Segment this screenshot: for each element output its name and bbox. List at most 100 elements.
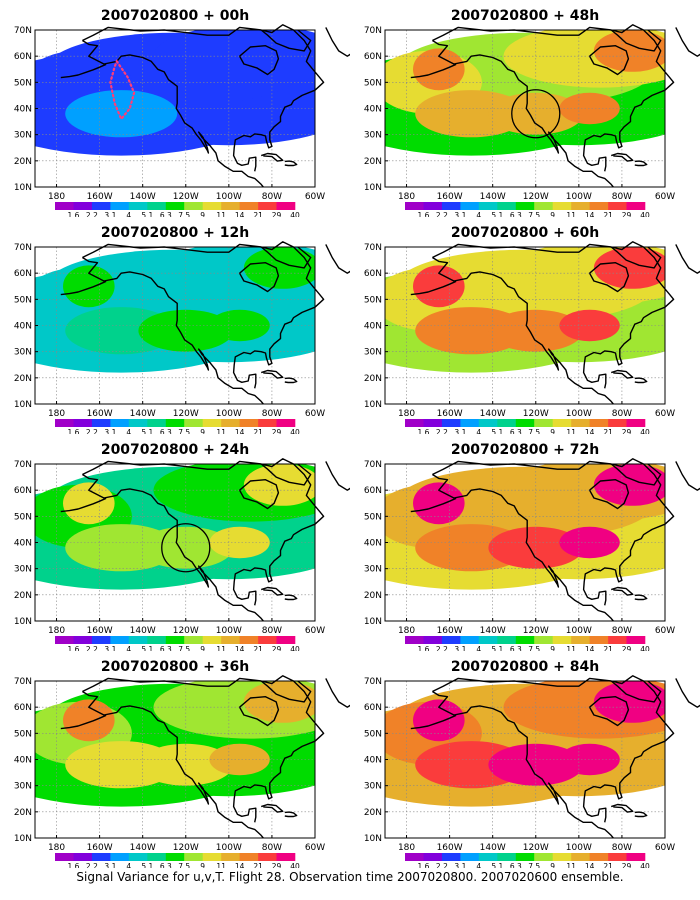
colorbar-swatch: [221, 636, 240, 644]
colorbar-swatch: [165, 853, 185, 861]
colorbar-label: 14: [235, 862, 245, 868]
lon-tick-label: 80W: [612, 843, 632, 853]
colorbar-label: 3.1: [104, 211, 116, 217]
variance-contour: [559, 743, 620, 776]
colorbar-swatch: [91, 419, 111, 427]
lat-tick-label: 40N: [364, 539, 382, 549]
colorbar-label: 11: [216, 211, 226, 217]
map-plot: 10N 20N 30N 40N 50N 60N 70N 180 160W 140W 120W 100W…: [14, 24, 350, 217]
lon-tick-label: 60W: [655, 192, 675, 202]
colorbar-label: 6.3: [510, 211, 522, 217]
colorbar-swatch: [626, 636, 646, 644]
colorbar-swatch: [478, 853, 498, 861]
colorbar-swatch: [608, 636, 627, 644]
colorbar-swatch: [571, 853, 590, 861]
colorbar-swatch: [405, 419, 424, 427]
colorbar-label: 5.1: [491, 862, 503, 868]
lon-tick-label: 120W: [173, 626, 199, 636]
coastline-segment: [610, 152, 634, 162]
colorbar-swatch: [478, 202, 498, 210]
colorbar-swatch: [405, 202, 424, 210]
coastline-segment: [588, 45, 630, 76]
variance-contour: [138, 309, 234, 352]
lat-tick-label: 40N: [14, 322, 32, 332]
colorbar-label: 9: [550, 211, 555, 217]
colorbar-swatch: [55, 853, 74, 861]
colorbar-swatch: [202, 419, 222, 427]
colorbar-label: 5.1: [491, 428, 503, 434]
colorbar-swatch: [534, 419, 553, 427]
colorbar-label: 40: [640, 645, 650, 651]
colorbar-label: 1.6: [68, 862, 80, 868]
variance-contour: [209, 309, 270, 342]
colorbar-swatch: [147, 853, 167, 861]
colorbar-swatch: [110, 202, 130, 210]
variance-field: [385, 30, 665, 156]
colorbar-swatch: [91, 636, 111, 644]
variance-contour: [63, 482, 115, 525]
colorbar-label: 40: [290, 211, 300, 217]
coastline-segment: [260, 680, 312, 703]
coastline-segment: [238, 479, 280, 510]
coastline-segment: [260, 463, 312, 486]
colorbar-label: 3.1: [104, 862, 116, 868]
colorbar-label: 1.6: [68, 211, 80, 217]
graticule: [385, 464, 665, 621]
colorbar-swatch: [91, 202, 111, 210]
lon-tick-label: 140W: [480, 409, 506, 419]
lat-tick-label: 30N: [364, 782, 382, 792]
colorbar-label: 3.1: [454, 862, 466, 868]
variance-contour: [593, 247, 665, 289]
colorbar-swatch: [460, 636, 480, 644]
variance-contour: [593, 681, 665, 723]
colorbar: 1.6 2.2 3.1 4 5.1 6.3 7.5 9 11 14 21 29 40: [405, 419, 650, 434]
graticule: [385, 30, 665, 187]
graticule: [35, 247, 315, 404]
variance-field: [35, 247, 315, 373]
map-plot: 10N 20N 30N 40N 50N 60N 70N 180 160W 140W 120W 100W…: [364, 458, 700, 651]
colorbar-label: 5.1: [141, 428, 153, 434]
colorbar-label: 21: [603, 645, 613, 651]
lat-tick-label: 20N: [14, 591, 32, 601]
lon-tick-label: 100W: [216, 626, 242, 636]
colorbar-label: 3.1: [454, 428, 466, 434]
graticule: [385, 247, 665, 404]
colorbar-swatch: [184, 853, 203, 861]
colorbar-label: 11: [566, 862, 576, 868]
colorbar-swatch: [239, 636, 259, 644]
colorbar-label: 29: [622, 211, 632, 217]
colorbar-label: 29: [272, 862, 282, 868]
map-panel: 2007020800 + 00h 10N 20N 30N 40N 50N 60N 70N 180…: [0, 0, 350, 217]
colorbar-label: 14: [235, 211, 245, 217]
lat-tick-label: 30N: [14, 348, 32, 358]
colorbar-label: 1.6: [68, 645, 80, 651]
variance-field: [35, 681, 315, 807]
colorbar-swatch: [405, 636, 424, 644]
colorbar-label: 14: [235, 428, 245, 434]
colorbar-swatch: [55, 202, 74, 210]
panel-title: 2007020800 + 60h: [450, 225, 600, 241]
colorbar-swatch: [571, 419, 590, 427]
colorbar-swatch: [73, 202, 93, 210]
variance-contour: [413, 48, 465, 91]
panel-title: 2007020800 + 00h: [100, 8, 250, 24]
colorbar-swatch: [589, 202, 609, 210]
lon-tick-label: 100W: [566, 192, 592, 202]
colorbar-label: 6.3: [510, 645, 522, 651]
colorbar-label: 21: [253, 645, 263, 651]
coastline-segment: [260, 586, 284, 596]
variance-contour: [243, 464, 315, 506]
lat-tick-label: 70N: [364, 26, 382, 36]
coastline-segment: [60, 497, 107, 513]
lon-tick-label: 160W: [87, 626, 113, 636]
lon-tick-label: 80W: [262, 843, 282, 853]
lat-tick-label: 70N: [14, 677, 32, 687]
colorbar-label: 7.5: [528, 428, 540, 434]
lat-tick-label: 30N: [14, 565, 32, 575]
lat-tick-label: 70N: [14, 26, 32, 36]
colorbar-label: 4: [126, 645, 131, 651]
colorbar-label: 21: [253, 428, 263, 434]
colorbar-swatch: [608, 853, 627, 861]
colorbar-label: 29: [622, 645, 632, 651]
colorbar-swatch: [128, 636, 148, 644]
